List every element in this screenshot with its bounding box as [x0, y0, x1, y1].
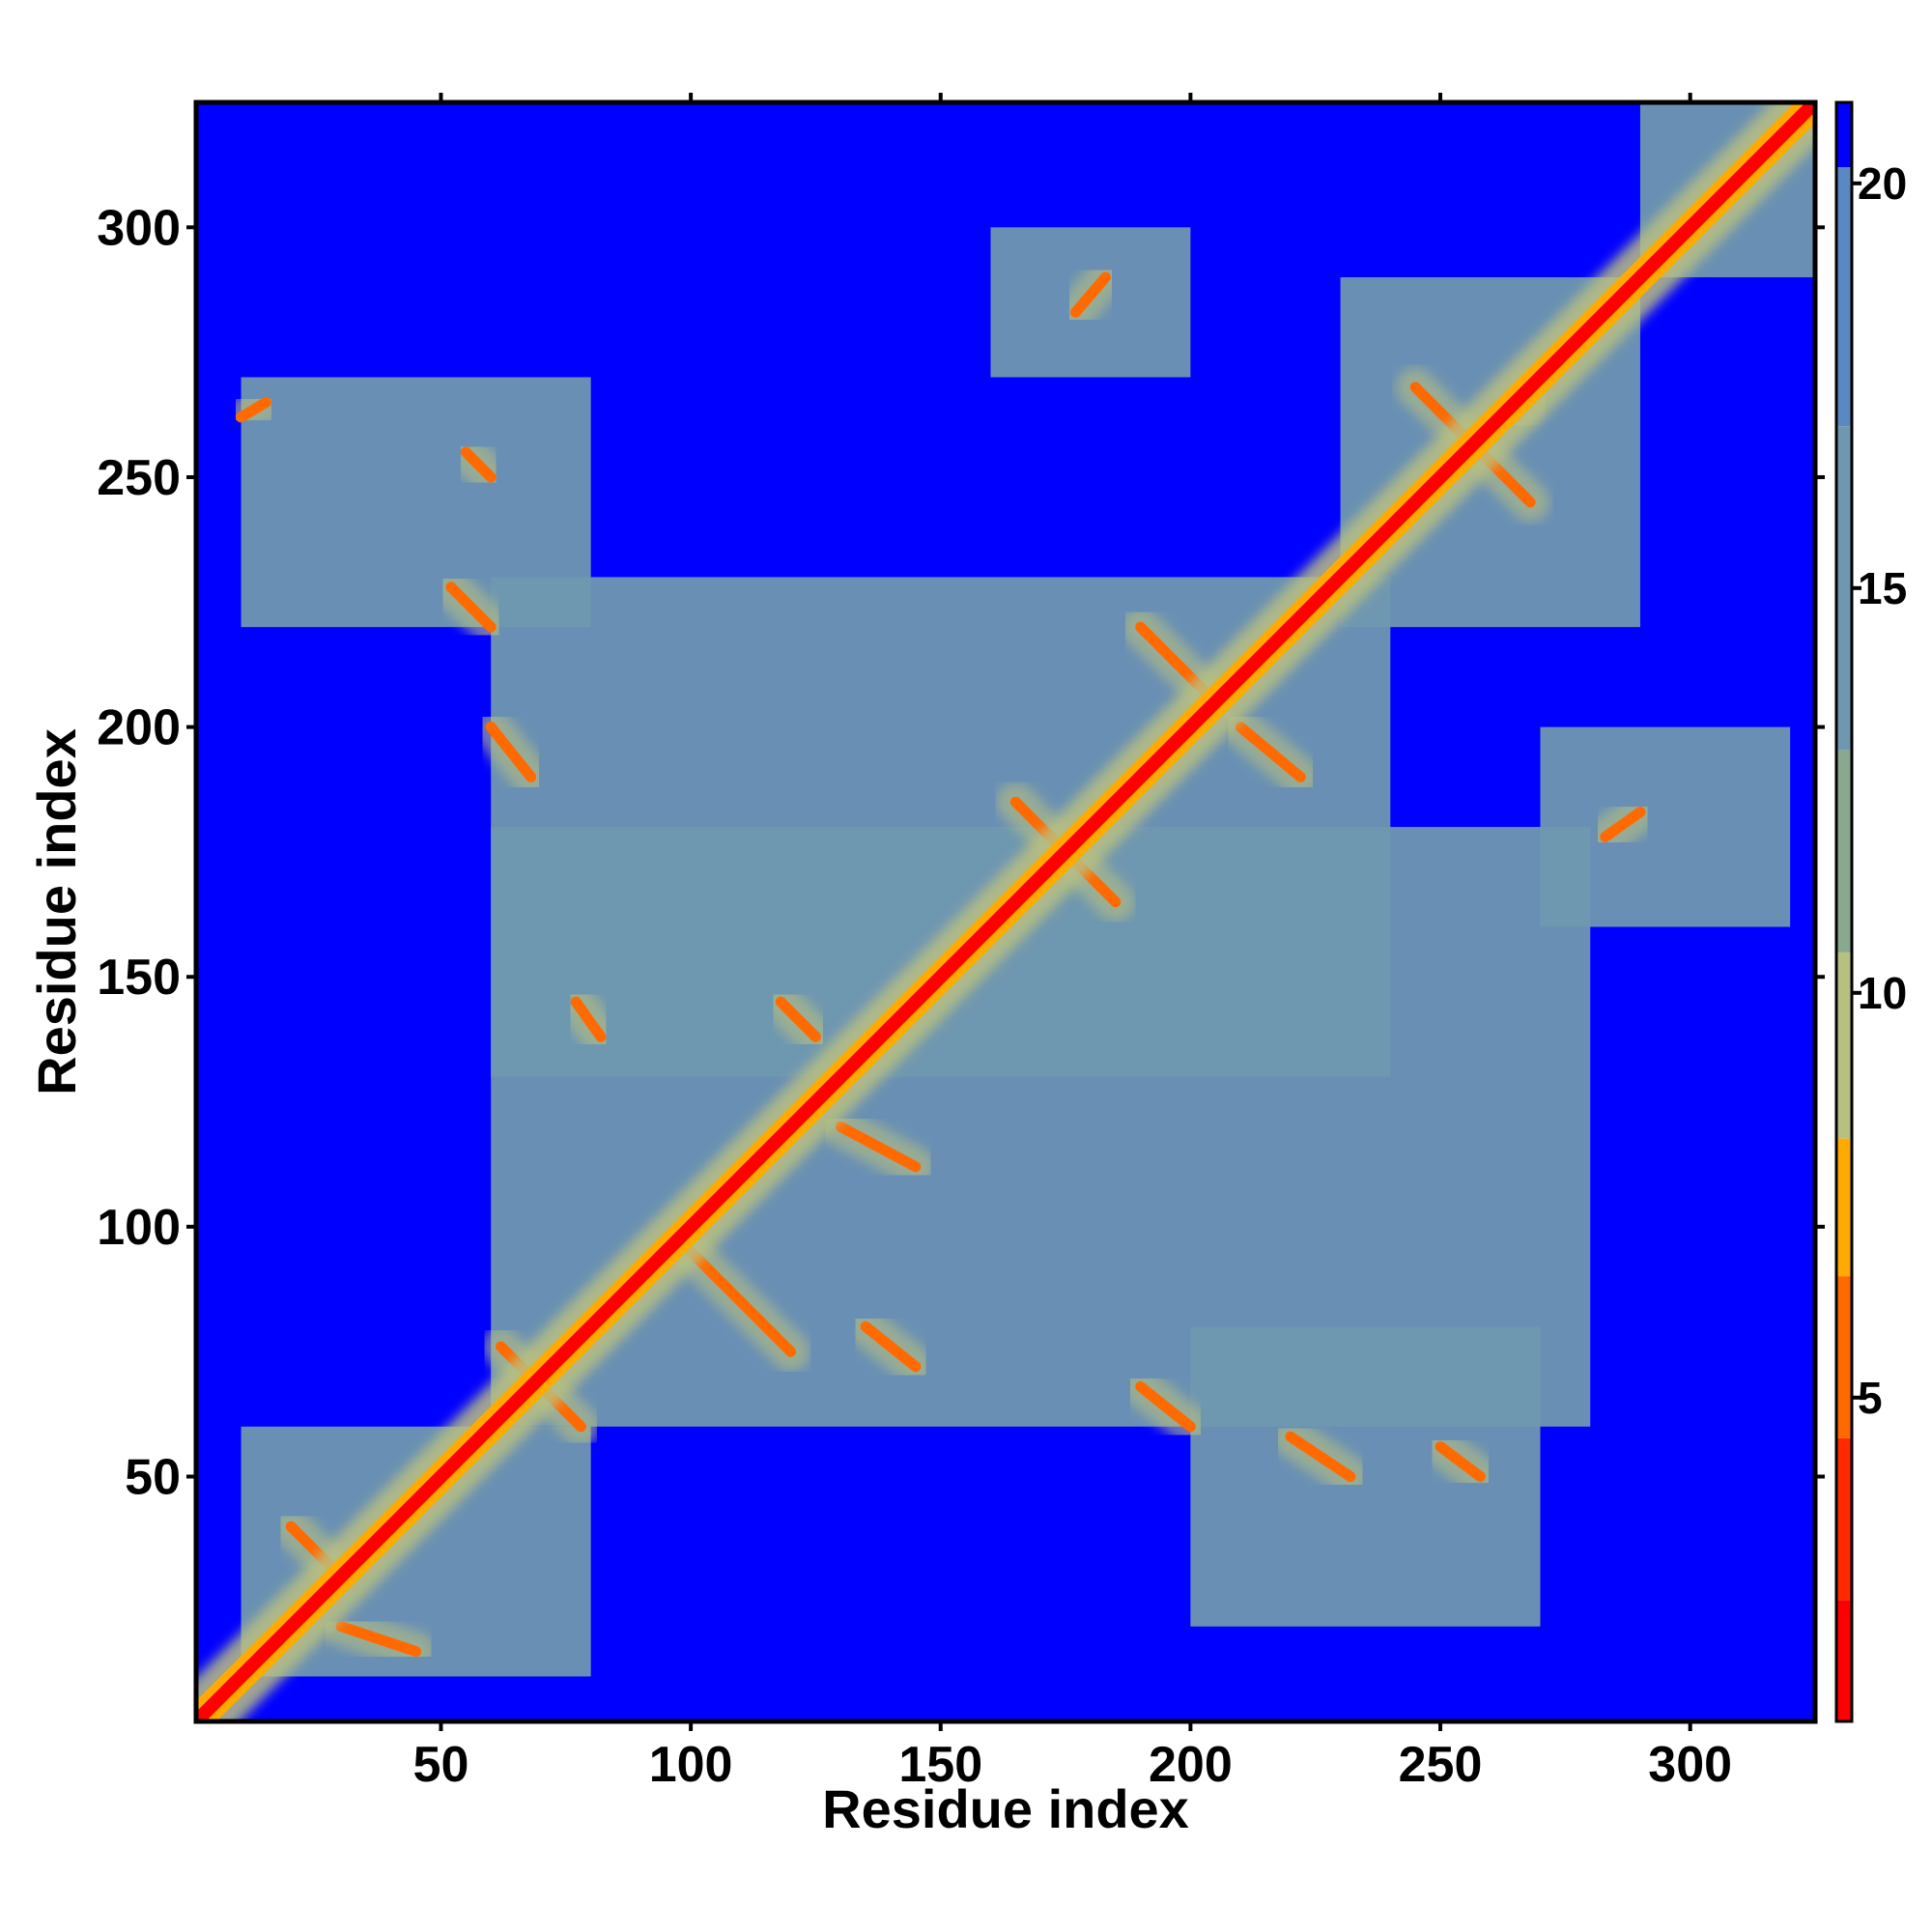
contact-line: [335, 1621, 422, 1658]
plot-frame: [193, 99, 1818, 1724]
x-tick-label: 100: [649, 1737, 733, 1793]
contact-line: [1600, 807, 1646, 842]
y-tick-label: 100: [97, 1200, 181, 1256]
colorbar-band: [1836, 102, 1852, 168]
y-axis-ticks: 50 100 150 200 250 300: [97, 200, 1825, 1506]
y-tick-label: 200: [97, 700, 181, 756]
colorbar-tick-label: 15: [1858, 563, 1907, 613]
colorbar-tick-label: 20: [1858, 158, 1907, 209]
contact-line: [445, 582, 497, 633]
plot-area: [196, 102, 1815, 1721]
y-tick-label: 150: [97, 950, 181, 1006]
y-tick-label: 300: [97, 200, 181, 256]
contact-line: [236, 396, 271, 423]
contact-line: [1285, 1431, 1356, 1483]
x-axis-label: Residue index: [822, 1778, 1189, 1839]
contact-line: [460, 446, 497, 483]
contact-region: [241, 377, 591, 628]
contact-line: [1069, 271, 1111, 318]
colorbar-ticks: 5 10 15 20: [1852, 158, 1907, 1423]
colorbar-tick-label: 5: [1858, 1373, 1883, 1423]
colorbar-frame: [1834, 100, 1854, 1723]
colorbar-band: [1836, 750, 1852, 952]
contact-line: [835, 1121, 922, 1173]
contact-line: [1235, 722, 1306, 782]
colorbar-band: [1836, 167, 1852, 427]
contact-line: [1135, 1380, 1196, 1433]
x-tick-label: 250: [1399, 1737, 1483, 1793]
x-axis-ticks: 50 100 150 200 250 300: [413, 93, 1732, 1793]
colorbar-bands: [1836, 102, 1852, 1721]
colorbar: 5 10 15 20: [1834, 100, 1907, 1723]
contact-line: [860, 1321, 922, 1373]
colorbar-band: [1836, 1600, 1852, 1721]
contact-line: [685, 1246, 797, 1357]
y-axis-label: Residue index: [26, 728, 87, 1095]
x-tick-label: 150: [898, 1737, 982, 1793]
colorbar-band: [1836, 952, 1852, 1139]
diagonal-line: [196, 102, 1815, 1721]
contact-line: [485, 722, 537, 782]
x-tick-label: 50: [413, 1737, 469, 1793]
contact-line: [1435, 1440, 1486, 1483]
diagonal-band: [196, 102, 1815, 1721]
colorbar-band: [1836, 1138, 1852, 1277]
colorbar-tick-label: 10: [1858, 968, 1907, 1018]
contact-line: [570, 996, 607, 1042]
contact-region: [1540, 726, 1791, 927]
x-tick-label: 300: [1648, 1737, 1732, 1793]
colorbar-band: [1836, 426, 1852, 751]
colorbar-band: [1836, 1276, 1852, 1438]
y-tick-label: 250: [97, 450, 181, 506]
y-tick-label: 50: [125, 1450, 181, 1506]
x-tick-label: 200: [1149, 1737, 1233, 1793]
colorbar-band: [1836, 1437, 1852, 1601]
contact-line: [775, 996, 821, 1042]
